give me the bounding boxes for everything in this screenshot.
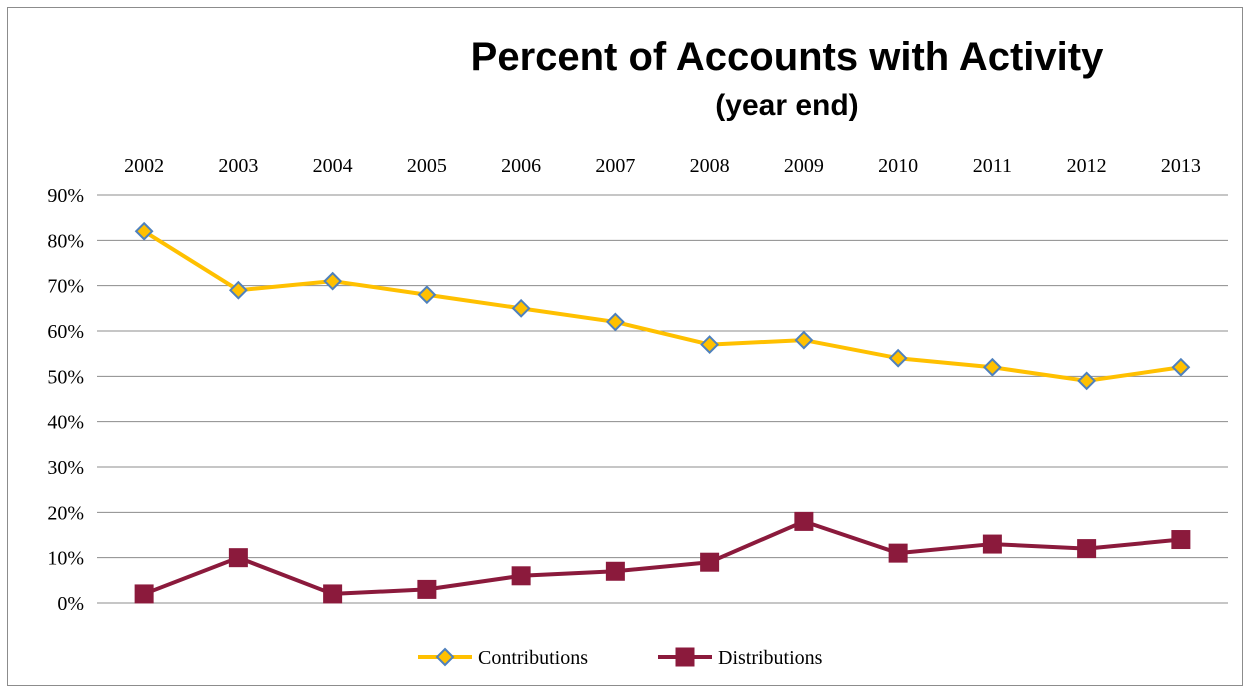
data-point	[1171, 530, 1191, 550]
x-tick-label: 2007	[595, 155, 635, 177]
x-tick-label: 2012	[1067, 155, 1107, 177]
legend-label: Contributions	[478, 647, 588, 669]
series-layer	[134, 221, 1191, 604]
gridlines	[97, 194, 1228, 604]
series-line	[143, 229, 1182, 383]
y-tick-label: 50%	[47, 366, 84, 388]
x-tick-label: 2004	[313, 155, 353, 177]
data-point	[1171, 357, 1191, 377]
y-tick-label: 0%	[57, 593, 84, 615]
data-point	[228, 280, 248, 300]
x-tick-label: 2006	[501, 155, 541, 177]
data-point	[228, 548, 248, 568]
data-point	[700, 552, 720, 572]
x-tick-label: 2002	[124, 155, 164, 177]
data-point	[888, 543, 908, 563]
legend-marker	[675, 647, 695, 667]
x-tick-label: 2010	[878, 155, 918, 177]
series-contributions	[134, 221, 1191, 391]
y-tick-label: 40%	[47, 412, 84, 434]
data-point	[605, 312, 625, 332]
data-point	[982, 357, 1002, 377]
x-tick-label: 2009	[784, 155, 824, 177]
x-tick-label: 2011	[973, 155, 1012, 177]
y-tick-label: 70%	[47, 276, 84, 298]
chart-subtitle: (year end)	[715, 89, 858, 122]
data-point	[794, 511, 814, 531]
data-point	[700, 335, 720, 355]
legend-marker	[435, 647, 455, 667]
legend-item-contributions: Contributions	[418, 647, 588, 669]
data-point	[511, 566, 531, 586]
x-tick-label: 2013	[1161, 155, 1201, 177]
series-distributions	[134, 511, 1191, 604]
x-tick-label: 2008	[690, 155, 730, 177]
data-point	[1077, 539, 1097, 559]
x-tick-label: 2005	[407, 155, 447, 177]
data-point	[982, 534, 1002, 554]
data-point	[1077, 371, 1097, 391]
legend-label: Distributions	[718, 647, 823, 669]
data-point	[794, 330, 814, 350]
y-tick-label: 30%	[47, 457, 84, 479]
legend: Contributions Distributions	[418, 647, 823, 669]
data-point	[323, 271, 343, 291]
y-tick-label: 90%	[47, 185, 84, 207]
y-tick-label: 10%	[47, 548, 84, 570]
chart-frame	[7, 7, 1243, 686]
data-point	[888, 348, 908, 368]
series-line	[143, 519, 1182, 596]
y-tick-label: 80%	[47, 230, 84, 252]
x-tick-label: 2003	[218, 155, 258, 177]
data-point	[417, 579, 437, 599]
x-axis-ticks: 2002 2003 2004 2005 2006 2007 2008 2009 2010 2011…	[124, 155, 1201, 177]
data-point	[417, 285, 437, 305]
y-axis-ticks: 0% 10% 20% 30% 40% 50% 60% 70% 80% 90%	[47, 185, 84, 615]
data-point	[605, 561, 625, 581]
data-point	[134, 584, 154, 604]
y-tick-label: 60%	[47, 321, 84, 343]
y-tick-label: 20%	[47, 502, 84, 524]
legend-item-distributions: Distributions	[658, 647, 823, 669]
data-point	[323, 584, 343, 604]
data-point	[511, 298, 531, 318]
data-point	[134, 221, 154, 241]
chart-title: Percent of Accounts with Activity	[471, 35, 1104, 79]
